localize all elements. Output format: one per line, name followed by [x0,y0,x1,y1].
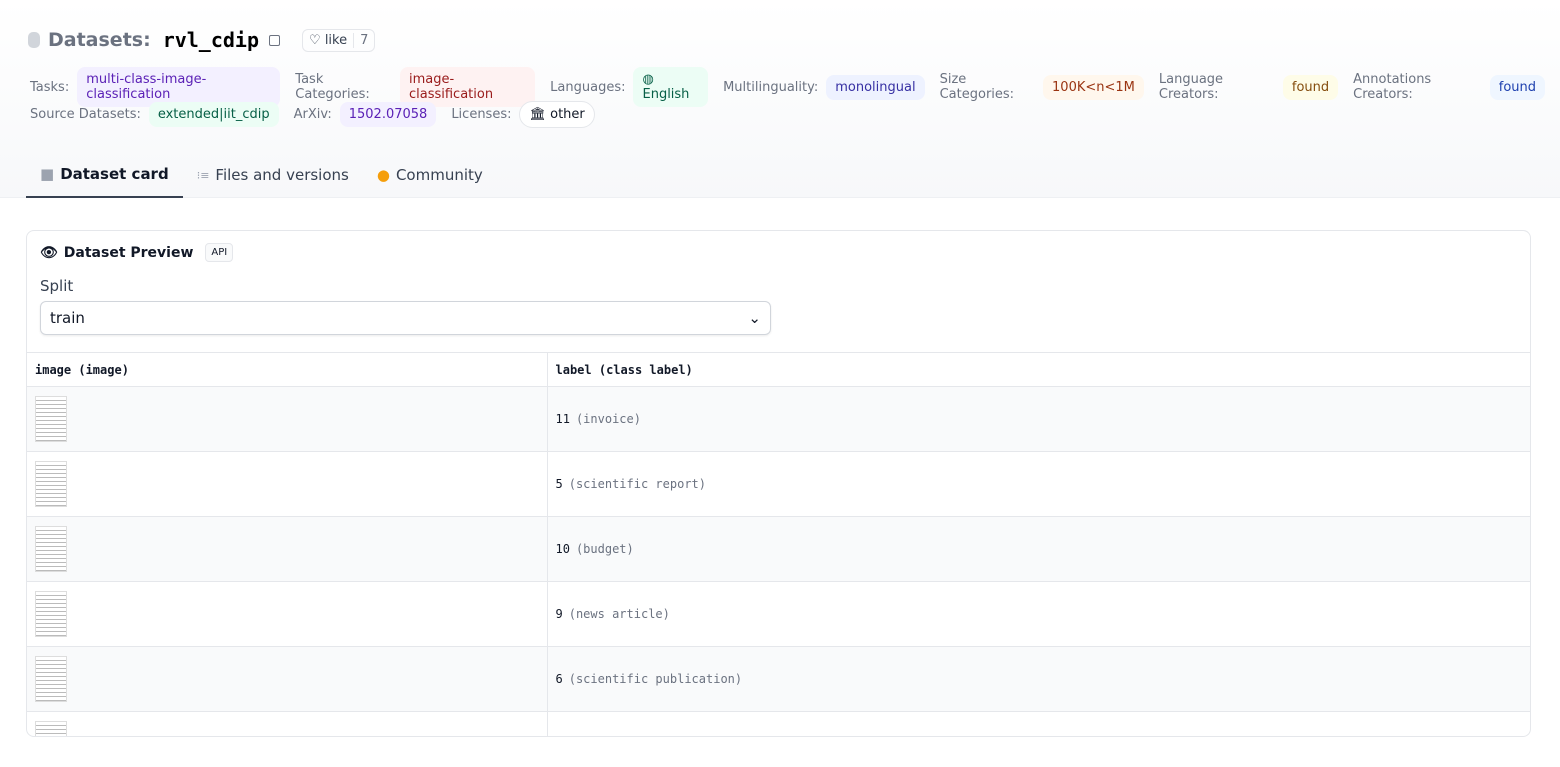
preview-title: 👁 Dataset Preview API [40,243,234,262]
title-bar: Datasets: rvl_cdip ♡ like 7 [28,28,376,52]
image-cell [27,516,548,582]
like-button[interactable]: ♡ like 7 [302,28,376,52]
datasets-link[interactable]: Datasets: [48,29,151,51]
column-header: image (image) [27,352,548,387]
table-row: 11 (invoice) [27,386,1530,452]
split-label: Split [40,277,74,295]
document-thumbnail[interactable] [35,721,67,736]
document-thumbnail[interactable] [35,591,67,637]
globe-icon: ◍ [642,72,654,87]
tag-label: Size Categories: [939,72,1015,102]
label-cell: 11 (invoice) [547,386,1530,452]
tag-label: Source Datasets: [30,107,141,122]
dataset-header: Datasets: rvl_cdip ♡ like 7 Tasks: multi-… [0,0,1560,198]
image-cell [27,646,548,712]
like-count: 7 [353,32,374,48]
table-row: 6 (scientific publication) [27,646,1530,712]
label-cell: 6 (scientific publication) [547,646,1530,712]
table-row: 9 (news article) [27,581,1530,647]
label-cell: 5 (scientific report) [547,451,1530,517]
tag-chip[interactable]: 100K<n<1M [1043,74,1144,100]
tag-label: Language Creators: [1158,72,1224,102]
tag-chip[interactable]: 1502.07058 [339,102,437,127]
tag-chip[interactable]: multi-class-image-classification [77,67,281,107]
copy-icon[interactable] [269,34,281,46]
image-cell [27,711,548,736]
document-thumbnail[interactable] [35,526,67,572]
document-thumbnail[interactable] [35,396,67,442]
dataset-preview-card: 👁 Dataset Preview API Split train ⌄ imag… [26,230,1531,737]
bank-icon: 🏛 [529,107,551,122]
tag-chip[interactable]: found [1282,74,1339,100]
tabs: ■ Dataset card ⁝≡ Files and versions ● Comm… [26,152,497,198]
table-row [27,711,1530,736]
tag-chip[interactable]: extended|iit_cdip [148,102,279,127]
document-thumbnail[interactable] [35,461,67,507]
hand-icon: ● [376,166,390,184]
cube-icon: ■ [40,165,55,183]
tags-row: Source Datasets: extended|iit_cdip ArXiv: 1… [30,101,610,128]
tag-chip[interactable]: image-classification [399,67,536,107]
label-cell: 9 (news article) [547,581,1530,647]
chevron-down-icon: ⌄ [748,309,761,327]
tag-chip[interactable]: ◍ English [633,67,709,107]
files-icon: ⁝≡ [196,168,210,182]
column-header: label (class label) [547,352,1530,387]
database-icon [28,32,40,48]
tab-files-and-versions[interactable]: ⁝≡ Files and versions [196,166,349,184]
dataset-name: rvl_cdip [162,28,260,52]
image-cell [27,386,548,452]
image-cell [27,451,548,517]
tags-row: Tasks: multi-class-image-classification Ta… [30,67,1560,107]
tag-chip[interactable]: monolingual [826,74,925,100]
image-cell [27,581,548,647]
label-cell: 10 (budget) [547,516,1530,582]
tag-label: Languages: [550,79,626,95]
tag-label: Tasks: [30,79,70,95]
heart-icon: ♡ like [309,32,348,48]
tag-chip[interactable]: 🏛 other [519,101,595,128]
table-row: 5 (scientific report) [27,451,1530,517]
api-button[interactable]: API [205,243,234,262]
split-select[interactable]: train ⌄ [40,301,771,335]
tag-label: Annotations Creators: [1353,72,1432,102]
label-cell [547,711,1530,736]
tag-label: ArXiv: [293,107,332,122]
tag-label: Task Categories: [295,72,370,102]
tag-chip[interactable]: found [1489,74,1546,100]
eye-icon: 👁 [40,244,58,261]
tag-label: Multilinguality: [723,79,819,95]
tab-community[interactable]: ● Community [376,166,483,184]
document-thumbnail[interactable] [35,656,67,702]
tab-dataset-card[interactable]: ■ Dataset card [26,152,183,198]
preview-table: image (image) label (class label) 11 (inv… [27,352,1530,736]
table-row: 10 (budget) [27,516,1530,582]
tag-label: Licenses: [451,107,512,122]
